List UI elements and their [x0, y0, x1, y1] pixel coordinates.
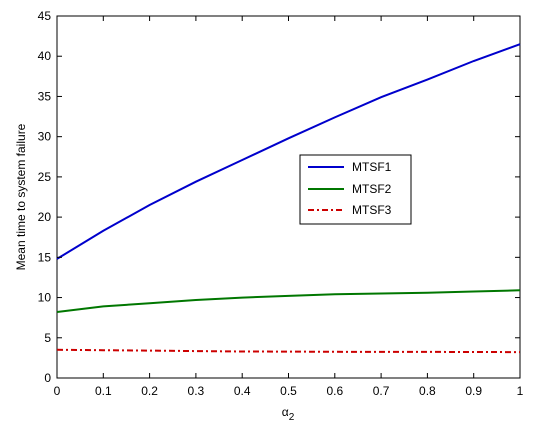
x-tick-label: 0.8	[419, 384, 436, 398]
y-tick-label: 30	[38, 130, 52, 144]
legend-label-mtsf3: MTSF3	[352, 203, 392, 217]
series-layer	[56, 43, 521, 354]
y-tick-label: 40	[38, 49, 52, 63]
y-tick-label: 25	[38, 170, 52, 184]
legend: MTSF1 MTSF2 MTSF3	[299, 154, 412, 225]
y-tick-labels: 0 5 10 15 20 25 30 35 40 45	[38, 9, 52, 385]
y-tick-label: 10	[38, 291, 52, 305]
x-tick-label: 0.9	[465, 384, 482, 398]
y-tick-label: 15	[38, 250, 52, 264]
y-tick-label: 5	[44, 331, 51, 345]
plot-area	[56, 15, 521, 379]
y-tick-label: 45	[38, 9, 52, 23]
x-axis-label-subscript: 2	[289, 412, 295, 423]
x-tick-label: 0.3	[188, 384, 205, 398]
legend-label-mtsf2: MTSF2	[352, 182, 392, 196]
x-tick-labels: 0 0.1 0.2 0.3 0.4 0.5 0.6 0.7 0.8 0.9 1	[54, 384, 524, 398]
y-axis-label: Mean time to system failure	[14, 123, 28, 270]
x-tick-label: 1	[517, 384, 524, 398]
legend-label-mtsf1: MTSF1	[352, 160, 392, 174]
y-tick-label: 20	[38, 210, 52, 224]
x-tick-label: 0.7	[373, 384, 390, 398]
y-tick-label: 35	[38, 89, 52, 103]
series-line-mtsf2	[56, 289, 521, 313]
x-tick-label: 0.2	[141, 384, 158, 398]
x-tick-label: 0.6	[326, 384, 343, 398]
ticks-layer	[56, 15, 521, 379]
x-tick-label: 0.5	[280, 384, 297, 398]
y-tick-label: 0	[44, 371, 51, 385]
x-tick-label: 0	[54, 384, 61, 398]
x-tick-label: 0.1	[95, 384, 112, 398]
x-tick-label: 0.4	[234, 384, 251, 398]
series-line-mtsf1	[56, 43, 521, 260]
x-axis-label-base: α	[282, 405, 289, 419]
x-axis-label: α2	[282, 405, 295, 423]
